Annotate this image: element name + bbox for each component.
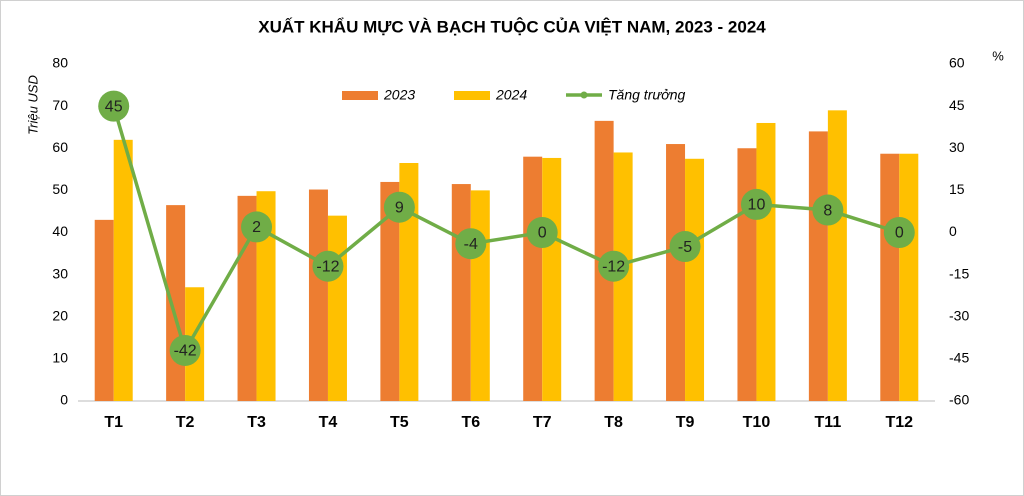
x-tick-label: T2 bbox=[176, 414, 195, 431]
y2-tick-label: 60 bbox=[949, 55, 965, 71]
bar bbox=[399, 162, 419, 401]
bar bbox=[166, 205, 186, 401]
x-tick-label: T3 bbox=[247, 414, 266, 431]
y-tick-label: 30 bbox=[52, 265, 68, 281]
line-marker bbox=[241, 211, 273, 243]
y-tick-label: 60 bbox=[52, 139, 68, 155]
y-tick-label: 80 bbox=[52, 55, 68, 71]
bar bbox=[94, 219, 114, 401]
line-marker bbox=[98, 90, 130, 122]
bar bbox=[737, 148, 757, 401]
bar bbox=[256, 191, 276, 401]
bar bbox=[756, 122, 776, 401]
x-tick-label: T6 bbox=[461, 414, 480, 431]
y-tick-label: 40 bbox=[52, 223, 68, 239]
x-tick-label: T8 bbox=[604, 414, 623, 431]
y-tick-label: 50 bbox=[52, 181, 68, 197]
bar bbox=[808, 131, 828, 401]
bar bbox=[542, 157, 562, 401]
value-label: -42 bbox=[174, 343, 197, 360]
line-marker bbox=[526, 217, 558, 248]
bar bbox=[666, 144, 686, 401]
bar bbox=[237, 195, 257, 401]
value-label: 0 bbox=[895, 225, 904, 242]
y2-tick-label: -15 bbox=[949, 265, 969, 281]
line-marker bbox=[169, 334, 201, 366]
legend-swatch bbox=[342, 91, 378, 100]
y-tick-label: 10 bbox=[52, 350, 68, 366]
legend-swatch bbox=[454, 91, 490, 100]
x-tick-label: T5 bbox=[390, 414, 409, 431]
y2-tick-label: -60 bbox=[949, 392, 969, 408]
bar bbox=[899, 153, 919, 401]
chart-title: XUẤT KHẨU MỰC VÀ BẠCH TUỘC CỦA VIỆT NAM,… bbox=[258, 17, 766, 36]
line-marker bbox=[669, 231, 701, 263]
line-marker bbox=[598, 250, 630, 282]
y2-tick-label: -30 bbox=[949, 307, 969, 323]
bar bbox=[523, 156, 543, 401]
x-tick-label: T10 bbox=[743, 414, 771, 431]
bar bbox=[308, 189, 328, 401]
y2-tick-label: 15 bbox=[949, 181, 965, 197]
value-label: 9 bbox=[395, 199, 404, 216]
y-tick-label: 20 bbox=[52, 307, 68, 323]
y2-tick-label: -45 bbox=[949, 350, 969, 366]
bar bbox=[470, 190, 490, 401]
line-marker bbox=[812, 194, 844, 226]
legend-label: Tăng trưởng bbox=[608, 87, 685, 103]
y-tick-label: 0 bbox=[60, 392, 68, 408]
y2-tick-label: 45 bbox=[949, 97, 965, 113]
legend-label: 2023 bbox=[383, 87, 415, 103]
bar bbox=[827, 110, 847, 402]
x-tick-label: T9 bbox=[676, 414, 695, 431]
x-tick-label: T4 bbox=[319, 414, 338, 431]
value-label: -5 bbox=[678, 239, 692, 256]
bar bbox=[451, 184, 471, 401]
bar bbox=[685, 158, 705, 401]
bar bbox=[380, 181, 400, 401]
y-axis-title: Triệu USD bbox=[25, 75, 40, 135]
y-tick-label: 70 bbox=[52, 97, 68, 113]
x-tick-label: T12 bbox=[886, 414, 914, 431]
line-marker bbox=[883, 217, 915, 248]
value-label: 2 bbox=[252, 219, 261, 236]
value-label: -12 bbox=[316, 258, 339, 275]
line-marker bbox=[455, 228, 487, 260]
value-label: 0 bbox=[538, 225, 547, 242]
value-label: 10 bbox=[748, 197, 766, 214]
legend-swatch-dot bbox=[580, 91, 588, 99]
bar bbox=[113, 139, 133, 401]
value-label: -4 bbox=[464, 236, 478, 253]
line-marker bbox=[740, 188, 772, 220]
line-marker bbox=[383, 191, 415, 223]
value-label: 45 bbox=[105, 98, 123, 115]
x-tick-label: T7 bbox=[533, 414, 552, 431]
y2-axis-title: % bbox=[992, 48, 1004, 63]
bar bbox=[327, 215, 347, 401]
y2-tick-label: 30 bbox=[949, 139, 965, 155]
y2-tick-label: 0 bbox=[949, 223, 957, 239]
value-label: 8 bbox=[823, 202, 832, 219]
x-tick-label: T1 bbox=[104, 414, 123, 431]
value-label: -12 bbox=[602, 258, 625, 275]
line-marker bbox=[312, 250, 344, 282]
bar bbox=[880, 153, 900, 401]
legend-label: 2024 bbox=[495, 87, 527, 103]
x-tick-label: T11 bbox=[815, 414, 842, 431]
